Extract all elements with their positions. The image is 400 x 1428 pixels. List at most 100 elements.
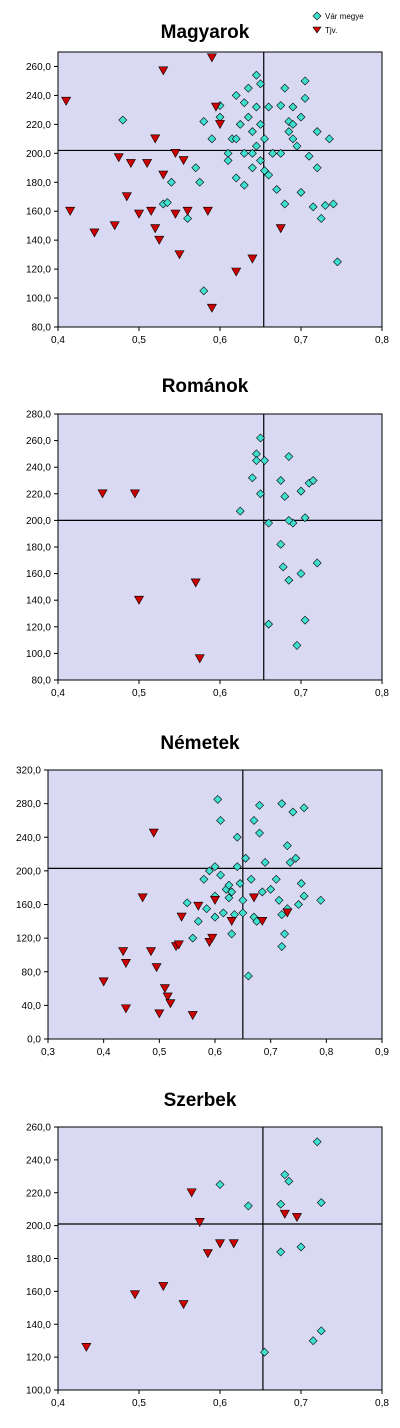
data-point-tjv bbox=[154, 235, 165, 245]
data-point-var-megye bbox=[239, 148, 249, 158]
data-point-var-megye bbox=[276, 1199, 286, 1209]
data-point-var-megye bbox=[296, 112, 306, 122]
y-tick-label: 40,0 bbox=[22, 1001, 42, 1012]
data-point-var-megye bbox=[249, 816, 259, 825]
data-point-var-megye bbox=[216, 870, 225, 880]
data-point-tjv bbox=[158, 170, 169, 180]
x-tick-label: 0,4 bbox=[51, 1398, 65, 1409]
data-point-var-megye bbox=[235, 506, 245, 516]
data-point-var-megye bbox=[247, 148, 257, 158]
data-point-var-megye bbox=[243, 83, 253, 93]
data-point-var-megye bbox=[188, 933, 198, 943]
data-point-var-megye bbox=[210, 862, 220, 872]
data-point-tjv bbox=[133, 595, 145, 605]
data-point-tjv bbox=[148, 828, 159, 838]
data-point-tjv bbox=[248, 893, 259, 903]
chart-title: Németek bbox=[160, 733, 240, 754]
plot-area bbox=[57, 1126, 383, 1391]
data-point-var-megye bbox=[312, 127, 322, 137]
data-point-tjv bbox=[193, 901, 204, 911]
data-point-var-megye bbox=[271, 874, 281, 884]
data-point-var-megye bbox=[328, 199, 338, 209]
chart-title: Magyarok bbox=[161, 22, 250, 43]
data-point-tjv bbox=[275, 224, 286, 234]
data-point-var-megye bbox=[260, 456, 269, 465]
y-tick-label: 120,0 bbox=[26, 622, 51, 633]
x-tick-label: 0,3 bbox=[41, 1047, 55, 1058]
data-point-var-megye bbox=[252, 102, 261, 112]
data-point-var-megye bbox=[255, 828, 264, 838]
y-tick-label: 280,0 bbox=[16, 799, 41, 810]
data-point-var-megye bbox=[162, 198, 172, 207]
data-point-var-megye bbox=[218, 908, 228, 918]
data-point-tjv bbox=[214, 120, 226, 129]
data-point-var-megye bbox=[213, 794, 223, 804]
data-point-var-megye bbox=[243, 971, 253, 981]
x-tick-label: 0,8 bbox=[375, 1398, 389, 1409]
data-point-tjv bbox=[121, 192, 132, 202]
data-point-tjv bbox=[81, 1342, 92, 1352]
data-point-var-megye bbox=[243, 112, 253, 122]
data-point-var-megye bbox=[232, 862, 242, 872]
data-point-var-megye bbox=[264, 619, 274, 629]
data-point-var-megye bbox=[224, 893, 234, 903]
data-point-var-megye bbox=[316, 895, 326, 905]
data-point-tjv bbox=[206, 53, 217, 63]
data-point-tjv bbox=[158, 66, 169, 76]
data-point-tjv bbox=[120, 1004, 131, 1014]
data-point-var-megye bbox=[320, 200, 330, 210]
x-tick-label: 0,4 bbox=[97, 1047, 111, 1058]
data-point-tjv bbox=[170, 209, 181, 219]
y-tick-label: 100,0 bbox=[26, 1386, 51, 1397]
data-point-var-megye bbox=[182, 898, 192, 908]
data-point-var-megye bbox=[252, 456, 261, 465]
data-point-var-megye bbox=[276, 539, 286, 549]
data-point-var-megye bbox=[288, 807, 298, 817]
y-tick-label: 240,0 bbox=[26, 463, 51, 474]
data-point-tjv bbox=[282, 908, 293, 918]
data-point-tjv bbox=[137, 893, 148, 903]
data-point-var-megye bbox=[304, 151, 314, 161]
data-point-var-megye bbox=[256, 489, 265, 499]
data-point-var-megye bbox=[231, 173, 241, 183]
data-point-var-megye bbox=[296, 1242, 306, 1252]
data-point-var-megye bbox=[312, 558, 322, 568]
data-point-var-megye bbox=[280, 929, 290, 939]
chart-szerbek: Szerbek 100,0 120,0 140,0 160,0 180,0 200,0 220… bbox=[26, 1090, 389, 1409]
data-point-tjv bbox=[291, 1213, 302, 1223]
data-point-var-megye bbox=[276, 476, 286, 485]
data-point-var-megye bbox=[280, 199, 290, 209]
data-point-tjv bbox=[142, 159, 153, 169]
data-point-var-megye bbox=[284, 575, 294, 585]
chart-nemetek: Németek 0,0 40,0 80,0 120,0 160,0 200,0 240,0 28… bbox=[16, 733, 389, 1058]
data-point-var-megye bbox=[224, 880, 234, 890]
data-point-tjv bbox=[231, 267, 242, 277]
data-point-var-megye bbox=[312, 1137, 322, 1147]
data-point-var-megye bbox=[284, 127, 294, 137]
data-point-tjv bbox=[170, 149, 181, 158]
data-point-var-megye bbox=[260, 134, 269, 144]
y-tick-label: 200,0 bbox=[26, 1221, 51, 1232]
data-point-tjv bbox=[154, 1009, 165, 1019]
data-point-var-megye bbox=[232, 832, 242, 842]
data-point-var-megye bbox=[300, 615, 310, 625]
data-point-var-megye bbox=[246, 874, 256, 884]
data-point-var-megye bbox=[300, 513, 310, 523]
data-point-var-megye bbox=[207, 134, 217, 144]
data-point-tjv bbox=[150, 224, 161, 234]
data-point-tjv bbox=[210, 102, 221, 112]
data-point-tjv bbox=[206, 303, 217, 313]
data-point-var-megye bbox=[241, 853, 251, 863]
data-point-var-megye bbox=[210, 912, 220, 922]
data-point-var-megye bbox=[247, 473, 257, 483]
chart-romanok: Románok 80,0 100,0 120,0 140,0 160,0 180,0 200,… bbox=[26, 376, 389, 699]
data-point-var-megye bbox=[312, 163, 322, 173]
data-point-tjv bbox=[146, 206, 157, 216]
data-point-var-megye bbox=[118, 115, 128, 125]
data-point-var-megye bbox=[316, 1198, 326, 1208]
x-tick-label: 0,8 bbox=[319, 1047, 333, 1058]
chart-title: Románok bbox=[162, 376, 249, 397]
data-point-tjv bbox=[209, 895, 221, 905]
data-point-var-megye bbox=[291, 853, 301, 863]
data-point-var-megye bbox=[256, 119, 265, 129]
